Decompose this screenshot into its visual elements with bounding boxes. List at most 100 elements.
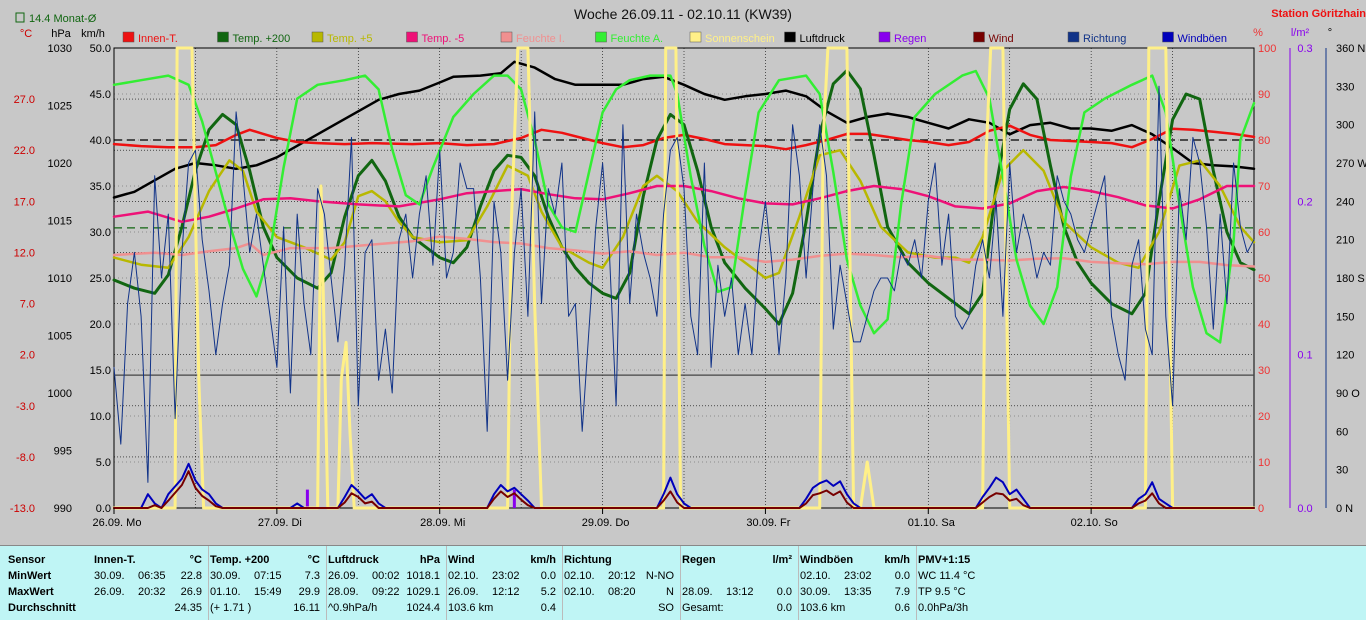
tick-label-temp-2: 17.0 xyxy=(14,196,35,208)
cell-date: 02.10. xyxy=(564,586,595,598)
cell-time: 13:35 xyxy=(844,586,872,598)
x-tick-label-5: 01.10. Sa xyxy=(908,517,956,529)
tick-label-humidity-4: 60 xyxy=(1258,227,1270,239)
cell-time: 23:02 xyxy=(492,570,520,582)
series-line-feuchte-i xyxy=(112,235,1256,268)
tick-label-humidity-9: 10 xyxy=(1258,457,1270,469)
cell-date: 01.10. xyxy=(210,586,241,598)
tick-label-wind-3: 35.0 xyxy=(90,181,111,193)
table-cell-row: Durchschnitt xyxy=(6,601,92,616)
station-name: Station Göritzhain xyxy=(1271,8,1366,20)
cell-time: 12:12 xyxy=(492,586,520,598)
axis-unit-temp: °C xyxy=(20,28,32,40)
axis-unit-direction: ° xyxy=(1328,27,1332,39)
tick-label-humidity-5: 50 xyxy=(1258,273,1270,285)
table-header: Luftdruck hPa xyxy=(326,553,446,568)
table-header: Innen-T. °C xyxy=(92,553,208,568)
cell-date: 28.09. xyxy=(682,586,713,598)
x-tick-label-0: 26.09. Mo xyxy=(93,517,142,529)
series-line-feuchte-a xyxy=(112,69,1256,344)
cell-value: 1024.4 xyxy=(406,602,440,614)
cell-date: TP 9.5 °C xyxy=(918,586,966,598)
legend-swatch-temp-5 xyxy=(406,31,418,43)
tick-label-direction-1: 330 xyxy=(1336,81,1354,93)
tick-label-humidity-8: 20 xyxy=(1258,411,1270,423)
legend-label-innen-t: Innen-T. xyxy=(138,33,178,45)
legend-swatch-luftdruck xyxy=(784,31,796,43)
legend-swatch-feuchte-i xyxy=(500,31,513,43)
table-column-boeen: Windböen km/h 02.10. 23:02 0.0 30.09. 13:35 7.9… xyxy=(798,546,917,620)
cell-date: 30.09. xyxy=(210,570,241,582)
cell-date: 0.0hPa/3h xyxy=(918,602,969,614)
tick-label-temp-3: 12.0 xyxy=(14,247,35,259)
series-line-temp-5 xyxy=(112,184,1256,224)
tick-label-pressure-0: 1030 xyxy=(48,43,72,55)
table-column-innen: Innen-T. °C 30.09. 06:35 22.8 26.09. 20:32 26.9… xyxy=(92,546,209,620)
table-cell-row: 0.0hPa/3h xyxy=(916,601,1036,616)
tick-label-temp-8: -13.0 xyxy=(10,503,35,515)
legend-label-feuchte-a: Feuchte A. xyxy=(611,33,664,45)
table-header-label: Temp. +200 xyxy=(210,554,270,566)
table-header-unit: km/h xyxy=(530,554,556,566)
legend-label-sonnenschein: Sonnenschein xyxy=(705,33,775,45)
table-cell-row: WC 11.4 °C xyxy=(916,569,1036,584)
tick-label-pressure-8: 990 xyxy=(54,503,72,515)
tick-label-temp-1: 22.0 xyxy=(14,145,35,157)
tick-label-direction-3: 270 W xyxy=(1336,158,1366,170)
cell-time: 06:35 xyxy=(138,570,166,582)
legend-swatch-regen xyxy=(878,31,891,43)
table-cell-row: 26.09. 12:12 5.2 xyxy=(446,585,562,600)
legend-label-regen: Regen xyxy=(894,33,926,45)
tick-label-wind-2: 40.0 xyxy=(90,135,111,147)
cell-value: 0.0 xyxy=(894,570,910,582)
cell-date: 02.10. xyxy=(800,570,831,582)
table-header: Richtung xyxy=(562,553,680,568)
table-header: Temp. +200 °C xyxy=(208,553,326,568)
legend-label-wind: Wind xyxy=(989,33,1014,45)
legend-label-luftdruck: Luftdruck xyxy=(800,33,846,45)
tick-label-wind-10: 0.0 xyxy=(96,503,111,515)
cell-date: 26.09. xyxy=(94,586,125,598)
table-header-label: Wind xyxy=(448,554,475,566)
table-cell-row: 26.09. 20:32 26.9 xyxy=(92,585,208,600)
tick-label-wind-6: 20.0 xyxy=(90,319,111,331)
series-line-wind xyxy=(113,470,1255,509)
table-cell-row: MinWert xyxy=(6,569,92,584)
legend-swatch-sonnenschein xyxy=(689,31,702,43)
table-cell-row: SO xyxy=(562,601,680,616)
cell-time: 08:20 xyxy=(608,586,636,598)
legend-label-temp-5: Temp. -5 xyxy=(422,33,465,45)
tick-label-direction-11: 30 xyxy=(1336,465,1348,477)
tick-label-wind-5: 25.0 xyxy=(90,273,111,285)
table-header-unit: °C xyxy=(189,554,202,566)
tick-label-rain-2: 0.1 xyxy=(1297,350,1312,362)
series-line-innen-t xyxy=(112,124,1256,151)
x-tick-label-4: 30.09. Fr xyxy=(746,517,790,529)
tick-label-direction-12: 0 N xyxy=(1336,503,1353,515)
table-cell-row: 26.09. 00:02 1018.1 xyxy=(326,569,446,584)
table-column-temp200: Temp. +200 °C 30.09. 07:15 7.3 01.10. 15:49 29.… xyxy=(208,546,327,620)
bar-regen-1 xyxy=(512,489,516,508)
cell-time: 15:49 xyxy=(254,586,282,598)
row-label: MinWert xyxy=(8,570,52,582)
row-label: MaxWert xyxy=(8,586,54,598)
chart-series xyxy=(112,46,1256,510)
legend-swatch-temp-200 xyxy=(217,31,229,43)
cell-time: 23:02 xyxy=(844,570,872,582)
table-cell-row: 28.09. 09:22 1029.1 xyxy=(326,585,446,600)
table-cell-row: 103.6 km 0.4 xyxy=(446,601,562,616)
table-cell-row: 24.35 xyxy=(92,601,208,616)
tick-label-rain-3: 0.0 xyxy=(1297,503,1312,515)
cell-value: 0.6 xyxy=(894,602,910,614)
cell-time: 20:12 xyxy=(608,570,636,582)
table-column-richtung: Richtung 02.10. 20:12 N-NO 02.10. 08:20 N SO xyxy=(562,546,681,620)
series-line-sonnenschein xyxy=(112,46,1256,510)
tick-label-wind-9: 5.0 xyxy=(96,457,111,469)
cell-date: ^0.9hPa/h xyxy=(328,602,378,614)
tick-label-temp-4: 7.0 xyxy=(20,299,35,311)
legend-swatch-temp-5 xyxy=(311,31,324,43)
cell-date: WC 11.4 °C xyxy=(918,570,976,582)
cell-value: 0.0 xyxy=(540,570,556,582)
tick-label-pressure-2: 1020 xyxy=(48,158,72,170)
tick-label-humidity-2: 80 xyxy=(1258,135,1270,147)
